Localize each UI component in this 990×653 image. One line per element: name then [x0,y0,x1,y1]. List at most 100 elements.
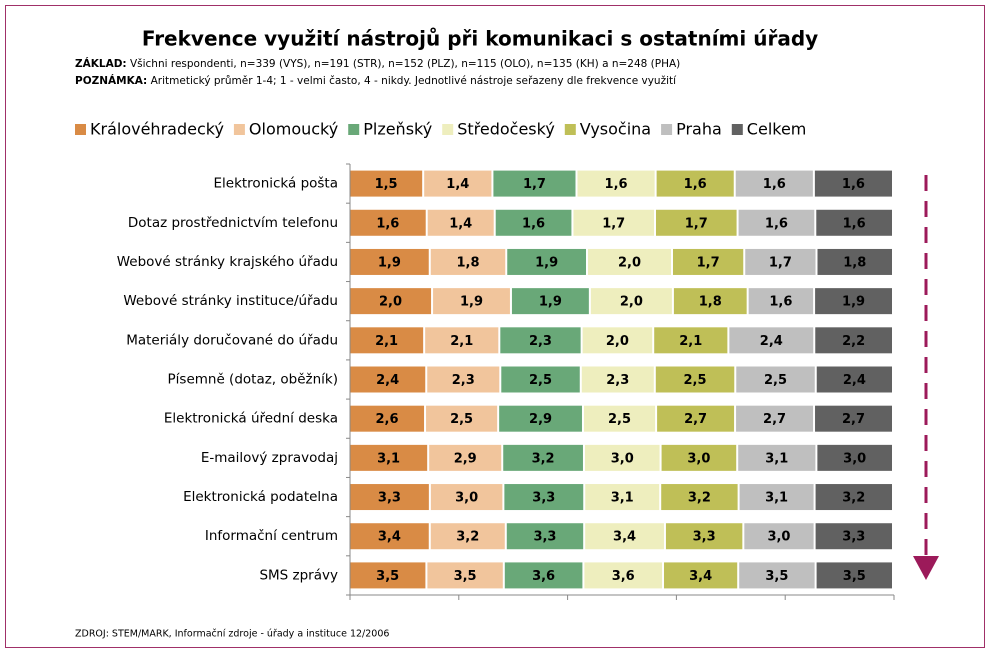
bar-segment [661,484,738,511]
value-label: 2,4 [843,373,866,388]
legend-label: Vysočina [580,120,651,139]
bar-segment [430,248,506,275]
bar-segment [350,366,426,393]
bar-segment [511,288,589,315]
bar-segment [507,248,586,275]
bar-segment [573,209,654,236]
legend-label: Olomoucký [249,120,338,139]
bar-segment [815,523,892,550]
value-label: 2,3 [606,373,629,388]
value-label: 3,5 [765,569,788,584]
bar-segment [504,484,584,511]
bar-segment [664,562,738,589]
value-label: 3,3 [693,530,716,545]
bar-segment [738,444,816,471]
value-label: 3,3 [378,491,401,506]
value-label: 2,5 [529,373,552,388]
note-text: Aritmetický průměr 1-4; 1 - velmi často,… [151,75,678,87]
bar-segment [739,484,814,511]
bar-segment [816,366,892,393]
bar-segment [581,366,654,393]
value-label: 1,8 [456,255,479,270]
bar-segment [816,562,892,589]
value-label: 1,9 [539,295,562,310]
value-label: 2,9 [529,412,552,427]
bar-segment [584,444,660,471]
value-label: 3,1 [611,491,634,506]
y-tick-label: Písemně (dotaz, oběžník) [168,372,338,388]
value-label: 1,7 [685,216,708,231]
bar-segment [817,444,892,471]
value-label: 1,6 [522,216,545,231]
value-label: 2,0 [606,334,629,349]
value-label: 1,6 [843,216,866,231]
value-label: 2,3 [529,334,552,349]
legend-label: Středočeský [457,120,555,139]
bar-segment [500,327,581,354]
bar-segment [673,248,744,275]
bar-segment [350,523,429,550]
legend-label: Celkem [747,120,807,139]
y-tick-label: Elektronická podatelna [183,489,338,505]
value-label: 2,5 [608,412,631,427]
bar-segment [427,366,500,393]
arrow-head [913,556,939,580]
y-tick-label: SMS zprávy [259,567,338,583]
bar-segment [735,170,813,197]
bar-segment [350,562,426,589]
y-tick-label: Informační centrum [205,528,338,544]
bar-segment [588,248,671,275]
base: ZÁKLAD: Všichni respondenti, n=339 (VYS)… [75,57,680,70]
value-label: 3,5 [454,569,477,584]
bar-segment [585,523,664,550]
y-tick-label: E-mailový zpravodaj [201,450,338,466]
value-label: 1,6 [684,177,707,192]
value-label: 1,6 [769,295,792,310]
bar-segment [585,484,660,511]
y-tick-label: Dotaz prostřednictvím telefonu [128,215,338,231]
bar-segment [503,444,583,471]
bar-segment [426,405,498,432]
value-label: 1,6 [842,177,865,192]
bar-segment [427,209,494,236]
value-label: 1,6 [605,177,628,192]
bar-segment [582,327,653,354]
y-tick-label: Elektronická úřední deska [164,411,338,427]
value-label: 3,2 [688,491,711,506]
bar-segment [748,288,814,315]
value-label: 1,4 [446,177,469,192]
value-label: 2,1 [375,334,398,349]
bar-segment [501,366,580,393]
bar-segment [350,170,423,197]
chart-title: Frekvence využití nástrojů při komunikac… [142,27,818,51]
bar-segment [673,288,747,315]
base-label: ZÁKLAD: [75,57,127,70]
value-label: 2,1 [679,334,702,349]
frame [5,5,985,648]
value-label: 2,5 [764,373,787,388]
y-tick-label: Materiály doručované do úřadu [126,332,338,348]
legend-swatch [75,124,86,135]
value-label: 2,4 [760,334,783,349]
bar-segment [350,484,429,511]
value-label: 3,1 [377,451,400,466]
value-label: 2,7 [763,412,786,427]
bar-segment [655,366,735,393]
value-label: 2,7 [684,412,707,427]
bar-segment [665,523,743,550]
note-label: POZNÁMKA: [75,74,147,87]
base-text: Všichni respondenti, n=339 (VYS), n=191 … [130,58,680,70]
value-label: 2,7 [842,412,865,427]
value-label: 1,9 [460,295,483,310]
bar-segment [350,444,428,471]
bar-segment [577,170,655,197]
bar-segment [350,327,424,354]
value-label: 3,0 [687,451,710,466]
value-label: 1,6 [765,216,788,231]
value-label: 2,0 [620,295,643,310]
bar-segment [429,444,502,471]
legend-swatch [442,124,454,135]
value-label: 2,5 [450,412,473,427]
value-label: 2,0 [379,295,402,310]
